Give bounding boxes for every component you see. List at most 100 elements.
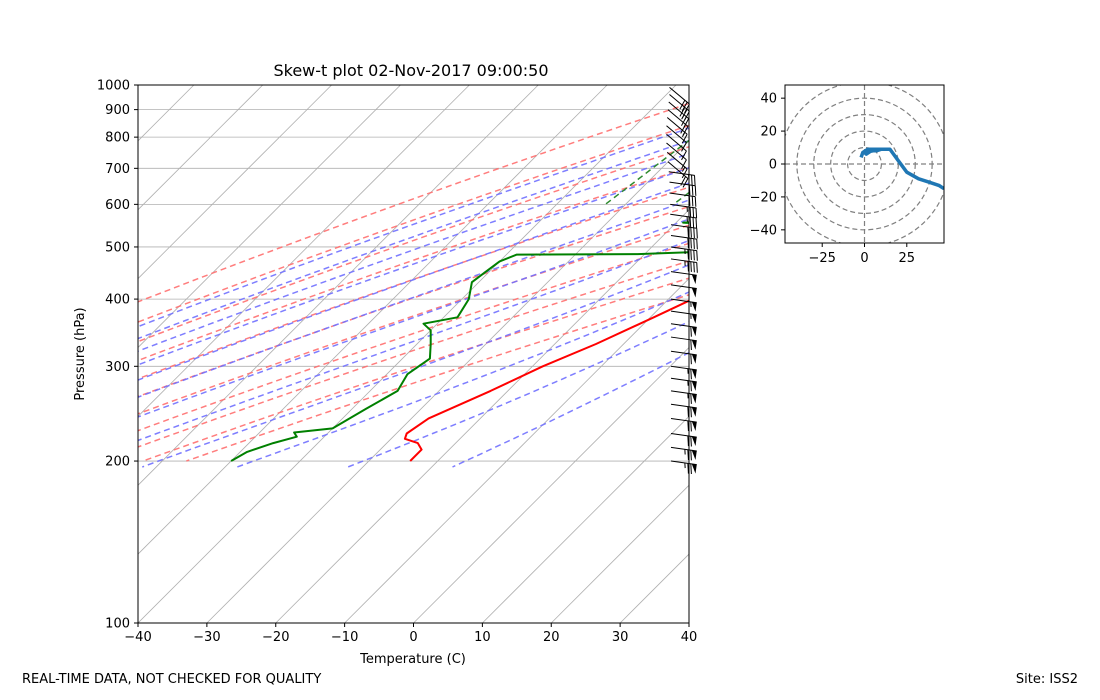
barb-staff [669, 86, 690, 105]
barb-full [690, 353, 692, 365]
barb-full [692, 207, 695, 218]
dry-adiabat [138, 186, 689, 380]
isotherm [138, 85, 264, 211]
barb-staff [668, 171, 695, 176]
wind-barb [670, 350, 697, 365]
isotherm [138, 85, 677, 623]
barb-full [680, 124, 687, 134]
barb-full [690, 407, 692, 418]
mixing-ratio-line [729, 85, 892, 204]
x-tick-label: 30 [612, 630, 629, 645]
wind-barb [670, 203, 698, 219]
x-axis-ticks: −40 −30 −20 −10 0 10 20 30 40 [124, 623, 697, 645]
barb-flag [691, 436, 697, 447]
x-tick-label: −30 [193, 630, 220, 645]
barb-staff [670, 403, 697, 409]
barb-full [690, 393, 692, 404]
y-tick-label: 600 [105, 198, 130, 213]
barb-staff [670, 271, 697, 276]
barb-full [681, 134, 688, 144]
barb-full [681, 142, 687, 152]
moist-adiabat [138, 218, 689, 418]
barb-full [687, 227, 689, 238]
mixing-ratio-line [809, 85, 977, 204]
barb-half [681, 114, 685, 120]
wind-barb [670, 460, 697, 475]
barb-staff [670, 350, 697, 356]
barb-full [687, 261, 689, 272]
barb-full [690, 369, 692, 380]
barb-full [695, 217, 698, 229]
barb-staff [670, 235, 697, 240]
barb-staff [670, 377, 697, 383]
wind-barb [666, 142, 687, 169]
barb-staff [670, 203, 697, 209]
chart-title: Skew-t plot 02-Nov-2017 09:00:50 [273, 61, 548, 80]
wind-barb [670, 246, 698, 261]
mixing-ratio-line [922, 85, 1097, 204]
dry-adiabat [138, 124, 689, 323]
dry-adiabat [138, 224, 689, 415]
barb-staff [670, 460, 697, 466]
isotherm [482, 415, 689, 623]
barb-half [681, 166, 686, 172]
isotherm [413, 346, 689, 623]
y-tick-label: 200 [105, 455, 130, 470]
barb-full [687, 237, 689, 249]
x-axis-label: Temperature (C) [359, 652, 466, 667]
barb-full [696, 262, 698, 273]
y-axis-ticks: 100 200 300 400 500 600 700 800 900 1000 [97, 79, 138, 632]
barb-full [690, 249, 692, 260]
wind-barb [670, 377, 697, 392]
hodograph-y-ticks: 40 20 0 −20 −40 [750, 92, 785, 238]
dry-adiabat [138, 166, 689, 362]
mixing-ratio-line [945, 85, 1100, 204]
barb-staff [670, 284, 697, 290]
barb-full [690, 381, 692, 392]
barb-flag [691, 302, 697, 312]
barb-full [679, 99, 686, 110]
hodograph-y-tick-label: −40 [750, 223, 777, 238]
hodograph: −25 0 25 40 20 0 −20 −40 [750, 84, 945, 266]
barb-flag [691, 313, 697, 324]
moist-adiabat [347, 320, 689, 468]
barb-full [691, 174, 693, 186]
wind-barb [666, 151, 688, 179]
wind-barb [670, 310, 697, 324]
barb-full [681, 116, 687, 126]
barb-full [681, 150, 687, 161]
moist-adiabat [138, 166, 689, 366]
wind-barb [670, 336, 697, 351]
y-tick-label: 800 [105, 131, 130, 146]
wind-barb [666, 117, 688, 144]
hodograph-trace [859, 147, 944, 191]
barb-staff [670, 298, 697, 304]
barb-staff [666, 117, 688, 135]
barb-full [690, 339, 692, 351]
barb-full [696, 228, 698, 239]
wind-barb [670, 446, 697, 461]
barb-staff [666, 133, 687, 152]
barb-flag [691, 274, 697, 285]
barb-full [695, 207, 698, 219]
hodograph-x-tick-label: 25 [899, 251, 916, 266]
barb-full [693, 250, 695, 261]
barb-flag [691, 339, 697, 350]
hodograph-y-tick-label: 40 [760, 92, 777, 107]
barb-full [694, 185, 697, 196]
barb-staff [670, 365, 697, 371]
barb-full [687, 420, 689, 432]
x-tick-label: 40 [681, 630, 698, 645]
isotherm [275, 209, 689, 623]
mixing-ratio-line [672, 191, 689, 205]
barb-staff [667, 161, 689, 179]
wind-barb [670, 365, 697, 380]
barb-staff [670, 224, 697, 229]
wind-barb [670, 224, 698, 239]
isotherm [138, 85, 539, 486]
barb-full [696, 250, 698, 261]
isotherm [344, 278, 689, 623]
x-tick-label: −20 [262, 630, 289, 645]
barb-flag [691, 354, 697, 364]
